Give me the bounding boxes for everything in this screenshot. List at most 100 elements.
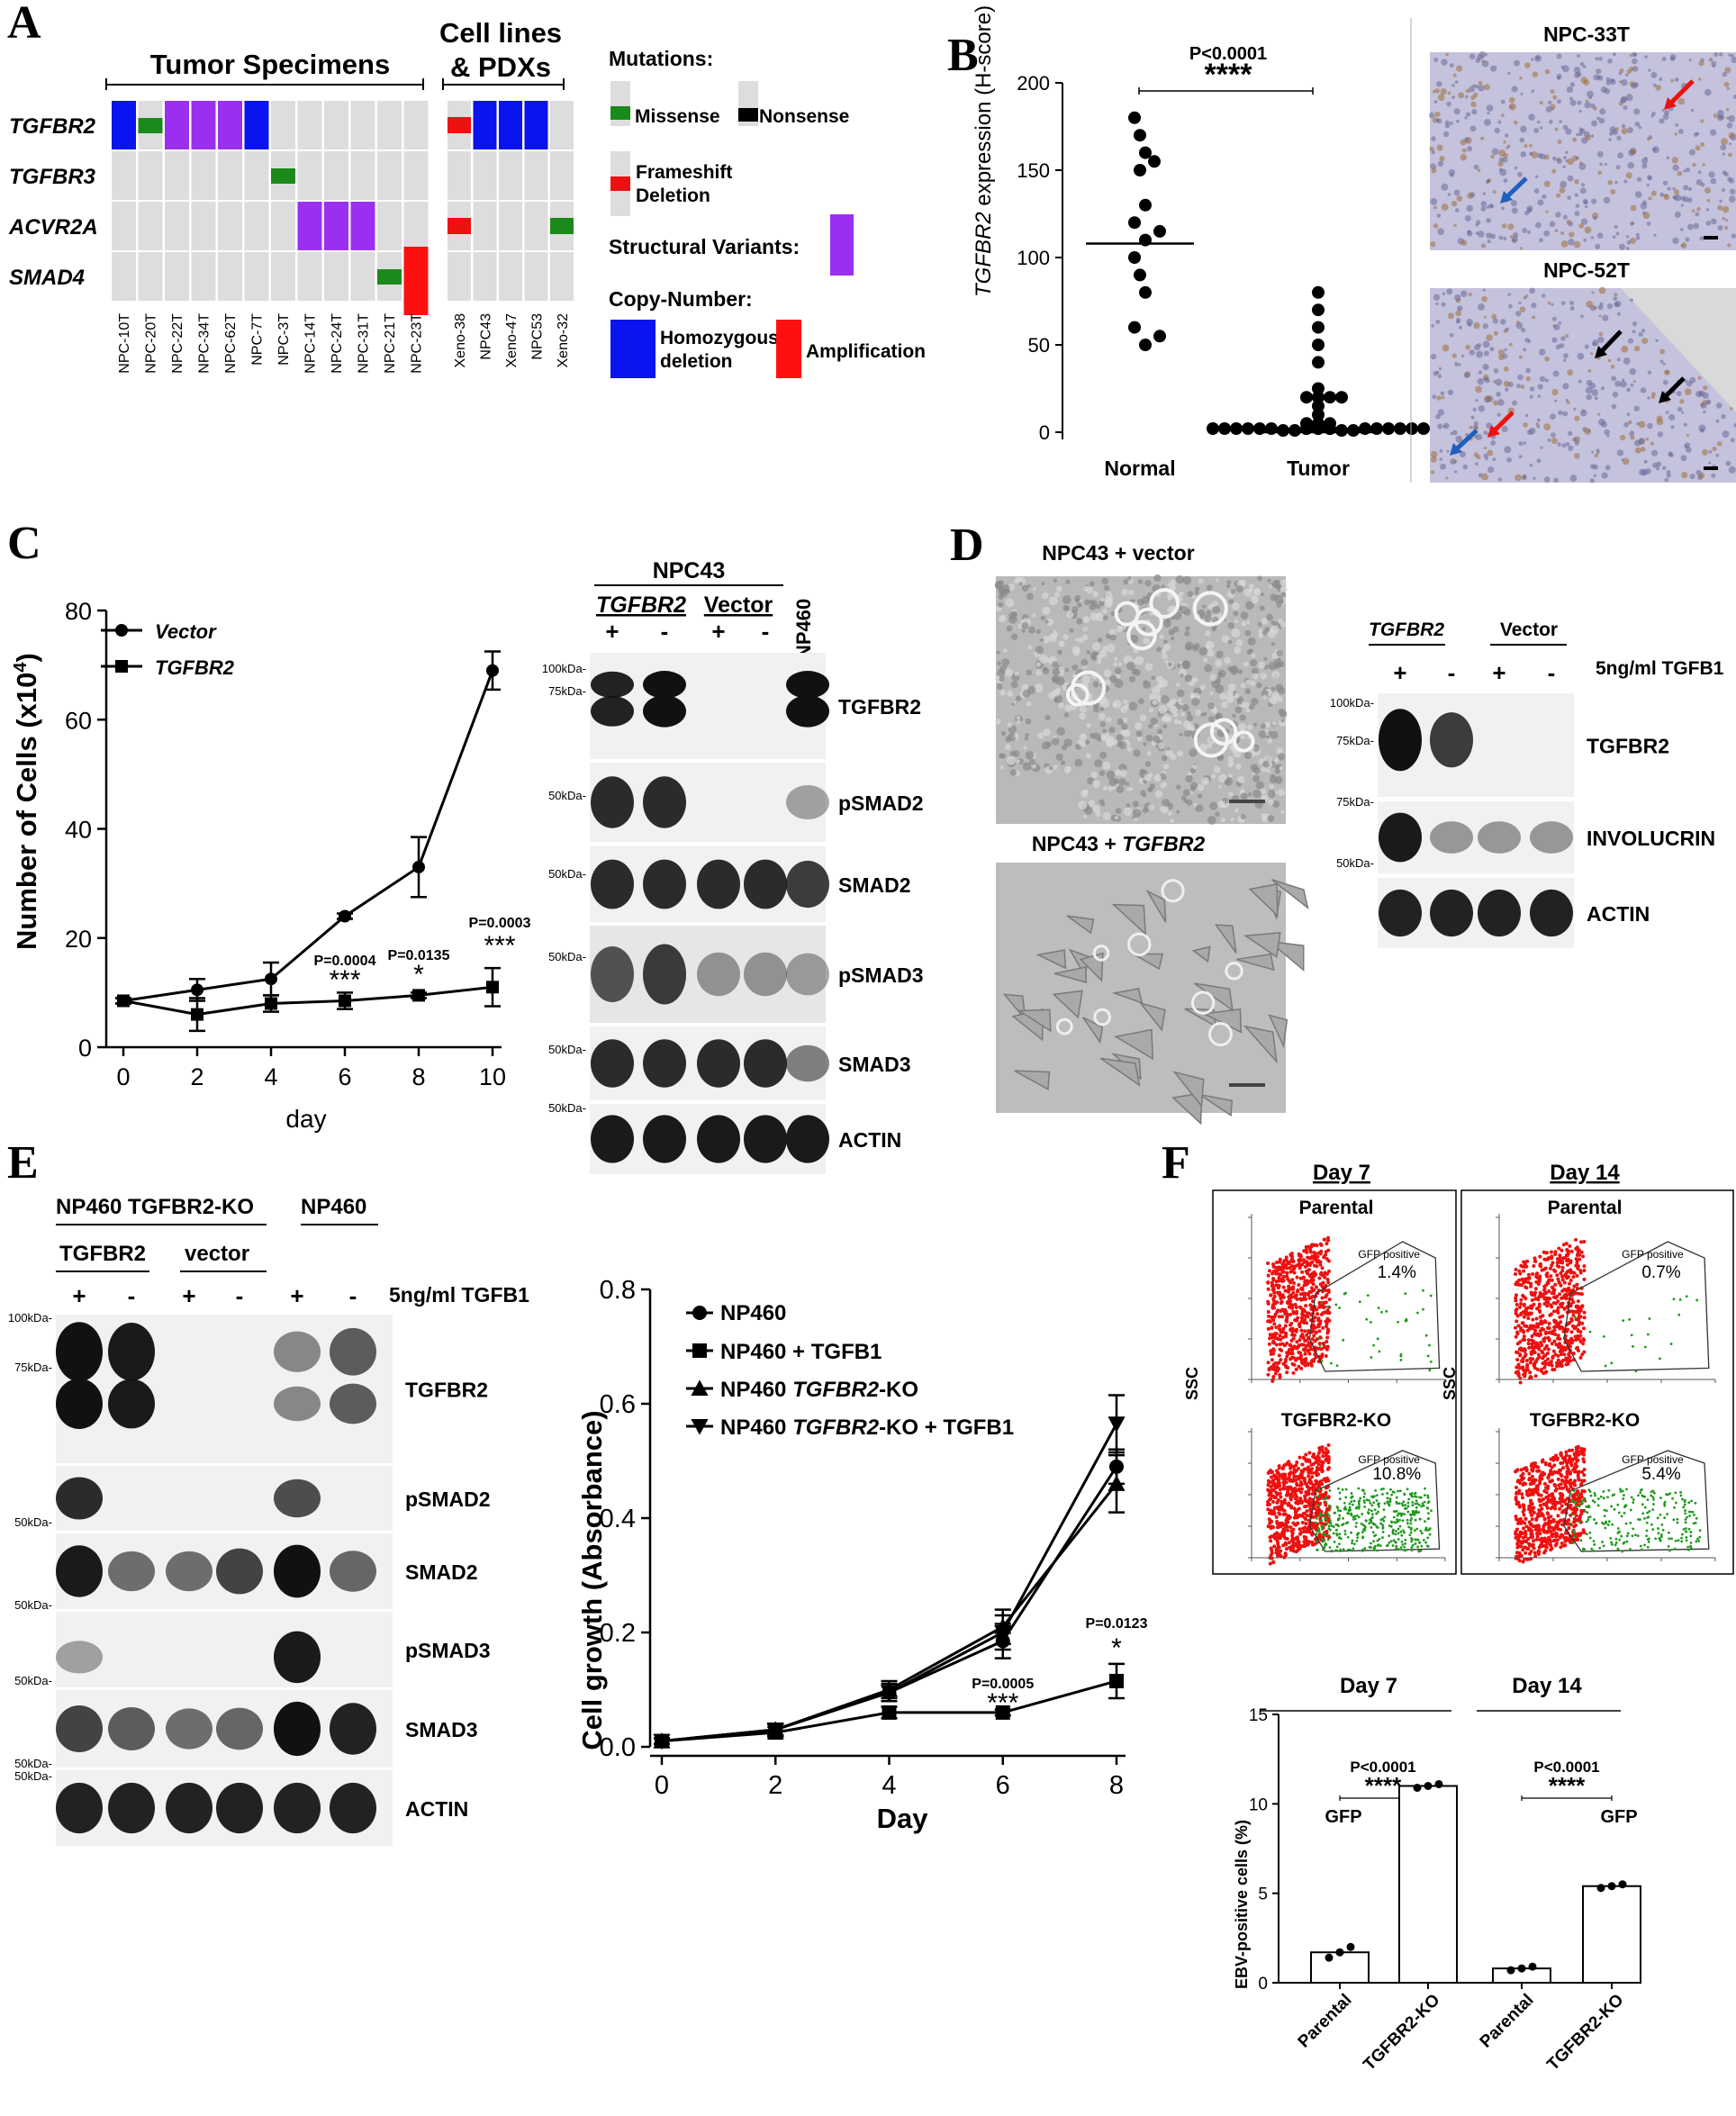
ytick-label: 20 bbox=[65, 926, 92, 953]
treatment-sign: - bbox=[1548, 659, 1556, 686]
blot-band bbox=[591, 1039, 634, 1088]
marker-square bbox=[486, 981, 499, 994]
f-xtick: TGFBR2-KO bbox=[1360, 1991, 1443, 2075]
onco-cell bbox=[377, 202, 402, 250]
f-bar-day14: Day 14 bbox=[1512, 1674, 1582, 1698]
ytick-label: 60 bbox=[65, 707, 92, 734]
b-point bbox=[1128, 321, 1141, 334]
marker-square bbox=[115, 660, 128, 673]
blot-label-actin: ACTIN bbox=[1587, 902, 1650, 926]
marker-triangle-up bbox=[1108, 1475, 1126, 1491]
treatment-sign: + bbox=[182, 1282, 195, 1309]
c-legend-vector: Vector bbox=[155, 620, 217, 643]
onco-cell bbox=[191, 252, 216, 301]
f-point bbox=[1528, 1962, 1537, 1971]
ytick-label: 40 bbox=[65, 817, 92, 844]
onco-cell bbox=[218, 252, 242, 301]
marker-circle bbox=[191, 983, 203, 997]
blot-label-smad2: SMAD2 bbox=[838, 873, 911, 897]
blot-label-psmad2: pSMAD2 bbox=[838, 791, 924, 815]
onco-cell bbox=[244, 202, 269, 250]
gfp-percent: 10.8% bbox=[1372, 1465, 1421, 1484]
blot-band bbox=[1478, 889, 1521, 937]
sample-label: NPC-21T bbox=[383, 313, 398, 374]
treatment-sign: + bbox=[72, 1282, 86, 1309]
onco-cell bbox=[324, 151, 348, 200]
legend-amp-swatch bbox=[776, 320, 801, 378]
marker-square bbox=[191, 1008, 203, 1021]
b-ytick: 150 bbox=[1017, 159, 1050, 182]
onco-cell bbox=[165, 202, 189, 250]
cell-lines-header-1: Cell lines bbox=[439, 17, 562, 49]
d-blot-group1: TGFBR2 bbox=[1369, 619, 1444, 640]
blot-band bbox=[591, 1115, 634, 1163]
onco-cell bbox=[448, 252, 471, 301]
cell-lines-header-2: & PDXs bbox=[450, 51, 551, 83]
legend-frameshift-swatch bbox=[610, 176, 630, 191]
onco-cell bbox=[403, 151, 429, 200]
sample-label: Xeno-32 bbox=[556, 313, 571, 368]
e-treatment: 5ng/ml TGFB1 bbox=[389, 1283, 529, 1307]
blot-band bbox=[1379, 889, 1422, 937]
series-line bbox=[122, 985, 493, 1017]
marker-circle bbox=[115, 624, 128, 637]
blot-band bbox=[786, 953, 829, 996]
ytick-label: 0 bbox=[78, 1035, 92, 1062]
c-blot-cell: NPC43 bbox=[653, 558, 726, 583]
gfp-percent: 1.4% bbox=[1378, 1263, 1416, 1282]
kda-marker: 50kDa- bbox=[14, 1515, 52, 1529]
blot-band bbox=[1430, 712, 1473, 768]
flow-label-d7-ko: TGFBR2-KO bbox=[1281, 1410, 1392, 1431]
onco-mark-amp bbox=[403, 247, 429, 315]
blot-band bbox=[56, 1322, 103, 1382]
blot-label-psmad3: pSMAD3 bbox=[405, 1639, 491, 1662]
sample-label: NPC-23T bbox=[410, 313, 425, 374]
marker-square bbox=[1109, 1673, 1124, 1688]
sample-label: NPC-20T bbox=[144, 313, 159, 374]
blot-band bbox=[56, 1705, 103, 1753]
legend-copy-title: Copy-Number: bbox=[609, 287, 753, 311]
gene-smad4: SMAD4 bbox=[9, 266, 85, 290]
onco-mark-structural bbox=[324, 202, 348, 250]
onco-cell bbox=[165, 252, 189, 301]
onco-cell bbox=[218, 202, 242, 250]
blot-band bbox=[697, 952, 740, 997]
flow-plot: GFP positive 0.7% bbox=[1496, 1214, 1716, 1385]
b-point bbox=[1370, 422, 1383, 435]
ihc-title-2: NPC-52T bbox=[1543, 258, 1630, 282]
gene-acvr2a: ACVR2A bbox=[8, 215, 98, 240]
onco-cell bbox=[165, 151, 189, 200]
blot-label-tgfbr2: TGFBR2 bbox=[838, 695, 921, 719]
onco-cell bbox=[377, 101, 402, 149]
blot-label-tgfbr2: TGFBR2 bbox=[405, 1379, 488, 1402]
onco-cell bbox=[112, 252, 136, 301]
onco-cell bbox=[191, 151, 216, 200]
blot-band bbox=[1430, 821, 1473, 854]
xtick-label: 6 bbox=[338, 1063, 351, 1090]
f-bar-day7: Day 7 bbox=[1340, 1674, 1397, 1698]
e-p-annotation: P=0.0123 bbox=[1086, 1616, 1148, 1632]
b-point bbox=[1312, 399, 1325, 412]
e-group2: vector bbox=[185, 1242, 249, 1266]
legend-frameshift-2: Deletion bbox=[636, 185, 710, 206]
onco-cell bbox=[499, 252, 522, 301]
blot-band bbox=[108, 1782, 155, 1834]
onco-cell bbox=[448, 151, 471, 200]
treatment-sign: - bbox=[661, 618, 669, 645]
f-bar bbox=[1310, 1951, 1370, 1984]
f-point bbox=[1517, 1964, 1526, 1973]
f-ylabel: EBV-positive cells (%) bbox=[1233, 1820, 1251, 1989]
ihc-image-npc33t bbox=[1428, 51, 1736, 250]
panel-c: Number of Cells (x104) day 0 20 40 60 80 0 2 4 6… bbox=[11, 558, 924, 1174]
blot-label-psmad2: pSMAD2 bbox=[405, 1488, 491, 1511]
marker-square bbox=[412, 989, 425, 1002]
c-star-annotation: *** bbox=[329, 965, 360, 995]
legend-nonsense-swatch bbox=[738, 108, 758, 122]
blot-band bbox=[108, 1706, 155, 1751]
ytick-label: 0.4 bbox=[600, 1505, 636, 1533]
blot-band bbox=[56, 1641, 103, 1674]
onco-mark-structural bbox=[191, 101, 216, 149]
legend-missense-swatch bbox=[610, 106, 630, 120]
e-group1: TGFBR2 bbox=[59, 1242, 146, 1266]
